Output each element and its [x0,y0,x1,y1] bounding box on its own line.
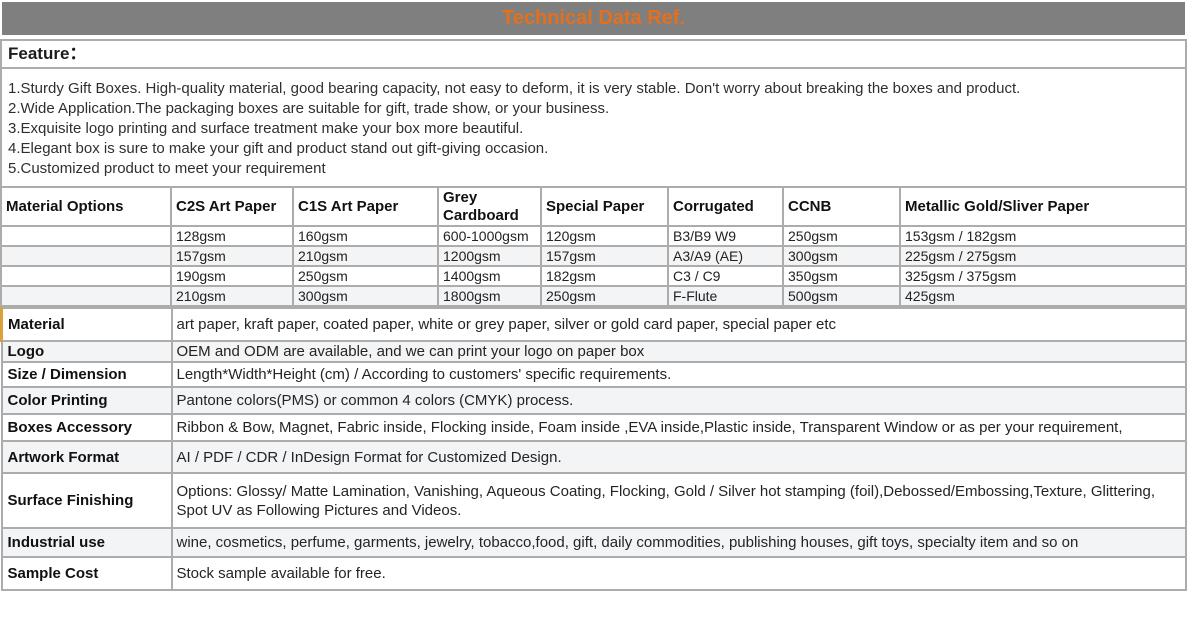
table-row: 210gsm 300gsm 1800gsm 250gsm F-Flute 500… [0,285,1187,307]
spec-label: Color Printing [0,386,173,415]
feature-item: 5.Customized product to meet your requir… [8,160,326,177]
spec-value: Stock sample available for free. [170,556,1187,591]
spec-label: Industrial use [0,527,173,558]
cell-empty [0,265,172,287]
spec-label: Size / Dimension [0,361,173,388]
spec-row-color-printing: Color Printing Pantone colors(PMS) or co… [0,386,1187,415]
spec-value: wine, cosmetics, perfume, garments, jewe… [170,527,1187,558]
feature-item: 4.Elegant box is sure to make your gift … [8,140,549,157]
cell-gsm: 1400gsm [437,265,542,287]
page-title: Technical Data Ref. [501,7,686,29]
cell-gsm: 500gsm [782,285,901,307]
cell-gsm: 128gsm [170,225,294,247]
cell-flute-type: B3/B9 W9 [667,225,784,247]
spec-row-material: Material art paper, kraft paper, coated … [0,307,1187,342]
spec-row-sample-cost: Sample Cost Stock sample available for f… [0,556,1187,591]
spec-row-size-dimension: Size / Dimension Length*Width*Height (cm… [0,361,1187,388]
page-title-banner: Technical Data Ref. [2,2,1185,35]
feature-heading-label: Feature： [8,44,87,63]
spec-label: Sample Cost [0,556,173,591]
col-header-c2s-art-paper: C2S Art Paper [170,186,294,227]
feature-list: 1.Sturdy Gift Boxes. High-quality materi… [0,69,1187,186]
cell-gsm: 300gsm [782,245,901,267]
cell-flute-type: A3/A9 (AE) [667,245,784,267]
cell-gsm: 1800gsm [437,285,542,307]
table-row: 157gsm 210gsm 1200gsm 157gsm A3/A9 (AE) … [0,245,1187,267]
spec-value: Pantone colors(PMS) or common 4 colors (… [170,386,1187,415]
spec-row-logo: Logo OEM and ODM are available, and we c… [0,340,1187,363]
spec-value: Options: Glossy/ Matte Lamination, Vanis… [170,472,1187,529]
spec-label: Logo [0,340,173,363]
col-header-corrugated: Corrugated [667,186,784,227]
cell-gsm: 160gsm [292,225,439,247]
cell-gsm: 153gsm / 182gsm [899,225,1187,247]
cell-empty [0,245,172,267]
cell-gsm: 190gsm [170,265,294,287]
feature-item: 3.Exquisite logo printing and surface tr… [8,120,524,137]
spec-label: Boxes Accessory [0,413,173,442]
table-row: 128gsm 160gsm 600-1000gsm 120gsm B3/B9 W… [0,225,1187,247]
feature-item: 2.Wide Application.The packaging boxes a… [8,100,610,117]
spec-value: AI / PDF / CDR / InDesign Format for Cus… [170,440,1187,474]
material-options-header-row: Material Options C2S Art Paper C1S Art P… [0,186,1187,227]
cell-gsm: 325gsm / 375gsm [899,265,1187,287]
cell-gsm: 225gsm / 275gsm [899,245,1187,267]
cell-gsm: 350gsm [782,265,901,287]
spec-label: Material [0,307,173,342]
cell-flute-type: F-Flute [667,285,784,307]
cell-gsm: 1200gsm [437,245,542,267]
cell-gsm: 157gsm [540,245,669,267]
col-header-grey-cardboard: Grey Cardboard [437,186,542,227]
col-header-material-options: Material Options [0,186,172,227]
col-header-special-paper: Special Paper [540,186,669,227]
cell-gsm: 210gsm [170,285,294,307]
cell-gsm: 425gsm [899,285,1187,307]
spec-row-industrial-use: Industrial use wine, cosmetics, perfume,… [0,527,1187,558]
cell-gsm: 300gsm [292,285,439,307]
spec-value: art paper, kraft paper, coated paper, wh… [170,307,1187,342]
cell-gsm: 157gsm [170,245,294,267]
cell-flute-type: C3 / C9 [667,265,784,287]
cell-empty [0,225,172,247]
spec-value: OEM and ODM are available, and we can pr… [170,340,1187,363]
spec-table: Material art paper, kraft paper, coated … [0,307,1187,591]
material-options-table: Material Options C2S Art Paper C1S Art P… [0,186,1187,307]
spec-row-surface-finishing: Surface Finishing Options: Glossy/ Matte… [0,472,1187,529]
spec-value: Length*Width*Height (cm) / According to … [170,361,1187,388]
spec-row-boxes-accessory: Boxes Accessory Ribbon & Bow, Magnet, Fa… [0,413,1187,442]
spec-label: Surface Finishing [0,472,173,529]
cell-gsm: 600-1000gsm [437,225,542,247]
col-header-metallic-paper: Metallic Gold/Sliver Paper [899,186,1187,227]
feature-item: 1.Sturdy Gift Boxes. High-quality materi… [8,80,1021,97]
col-header-c1s-art-paper: C1S Art Paper [292,186,439,227]
feature-heading: Feature： [0,39,1187,69]
cell-gsm: 182gsm [540,265,669,287]
cell-gsm: 210gsm [292,245,439,267]
cell-empty [0,285,172,307]
cell-gsm: 250gsm [782,225,901,247]
spec-label: Artwork Format [0,440,173,474]
col-header-ccnb: CCNB [782,186,901,227]
spec-value: Ribbon & Bow, Magnet, Fabric inside, Flo… [170,413,1187,442]
table-row: 190gsm 250gsm 1400gsm 182gsm C3 / C9 350… [0,265,1187,287]
spec-row-artwork-format: Artwork Format AI / PDF / CDR / InDesign… [0,440,1187,474]
cell-gsm: 250gsm [292,265,439,287]
cell-gsm: 250gsm [540,285,669,307]
cell-gsm: 120gsm [540,225,669,247]
